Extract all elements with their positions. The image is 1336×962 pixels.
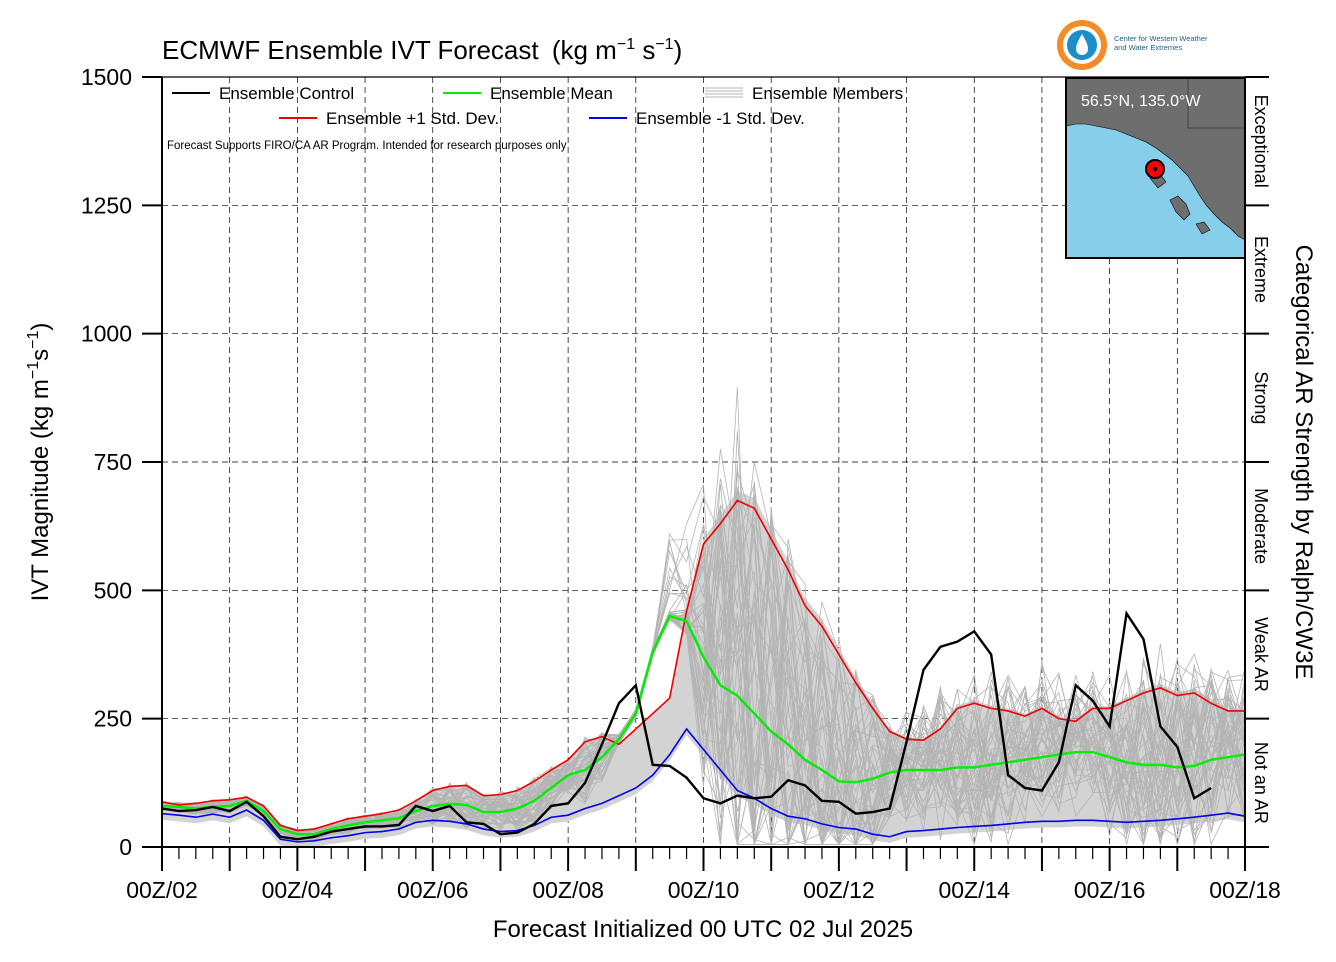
- x-tick-label: 00Z/02: [126, 877, 198, 903]
- ensemble-member-line: [161, 565, 1246, 846]
- ensemble-member-line: [161, 527, 1246, 846]
- legend-plus-label: Ensemble +1 Std. Dev.: [326, 109, 499, 128]
- logo-text-line2: and Water Extremes: [1114, 43, 1182, 52]
- spread-fill: [162, 490, 1245, 847]
- cw3e-logo: Center for Western Weather and Water Ext…: [1057, 20, 1208, 70]
- x-tick-label: 00Z/14: [938, 877, 1010, 903]
- ensemble-members: [161, 387, 1246, 847]
- ensemble-member-line: [161, 582, 1246, 845]
- logo-text-line1: Center for Western Weather: [1114, 34, 1208, 43]
- legend-mean-label: Ensemble Mean: [490, 84, 613, 103]
- spread-polygon: [162, 490, 1245, 847]
- ensemble-mean-line: [161, 614, 1246, 836]
- y-tick-label: 1000: [81, 321, 132, 347]
- legend: Ensemble Control Ensemble Mean Ensemble …: [167, 84, 903, 152]
- category-label: Extreme: [1251, 236, 1271, 303]
- ensemble-member-line: [161, 551, 1246, 845]
- legend-members-swatch: [705, 87, 743, 98]
- plus-std-line: [161, 499, 1245, 832]
- map-land: [1065, 77, 1246, 241]
- x-tick-label: 00Z/08: [532, 877, 604, 903]
- minus-std-line: [161, 727, 1246, 843]
- y-tick-label: 500: [94, 577, 132, 603]
- y-tick-label: 1500: [81, 64, 132, 90]
- x-tick-label: 00Z/04: [262, 877, 334, 903]
- location-map: 56.5°N, 135.0°W: [1065, 77, 1246, 259]
- x-tick-label: 00Z/10: [668, 877, 740, 903]
- category-label: Exceptional: [1251, 95, 1271, 188]
- y-tick-label: 250: [94, 706, 132, 732]
- category-label: Not an AR: [1251, 742, 1271, 824]
- series-lines: [161, 499, 1246, 843]
- ensemble-control-line: [161, 610, 1212, 841]
- axes: 0 250 500 750 1000 1250 1500 00Z/02 00Z/04 00Z/06…: [81, 64, 1281, 903]
- y-tick-label: 750: [94, 449, 132, 475]
- right-axis-label: Categorical AR Strength by Ralph/CW3E: [1290, 245, 1317, 680]
- category-label: Weak AR: [1251, 617, 1271, 692]
- x-tick-label: 00Z/16: [1074, 877, 1146, 903]
- y-axis-label: IVT Magnitude (kg m−1s−1): [25, 323, 54, 602]
- legend-members-label: Ensemble Members: [752, 84, 903, 103]
- legend-minus-label: Ensemble -1 Std. Dev.: [636, 109, 805, 128]
- category-label: Strong: [1251, 371, 1271, 424]
- ensemble-member-line: [161, 523, 1246, 845]
- ensemble-member-line: [161, 463, 1246, 845]
- chart-title: ECMWF Ensemble IVT Forecast (kg m−1 s−1): [162, 35, 682, 65]
- x-tick-label: 00Z/18: [1209, 877, 1281, 903]
- legend-control-label: Ensemble Control: [219, 84, 354, 103]
- x-axis-label: Forecast Initialized 00 UTC 02 Jul 2025: [493, 916, 913, 943]
- location-label: 56.5°N, 135.0°W: [1081, 93, 1201, 110]
- y-tick-label: 1250: [81, 192, 132, 218]
- x-tick-label: 00Z/12: [803, 877, 875, 903]
- x-tick-label: 00Z/06: [397, 877, 469, 903]
- category-label: Moderate: [1251, 488, 1271, 564]
- disclaimer-text: Forecast Supports FIRO/CA AR Program. In…: [167, 140, 567, 152]
- ensemble-member-line: [161, 495, 1246, 845]
- y-tick-label: 0: [119, 834, 132, 860]
